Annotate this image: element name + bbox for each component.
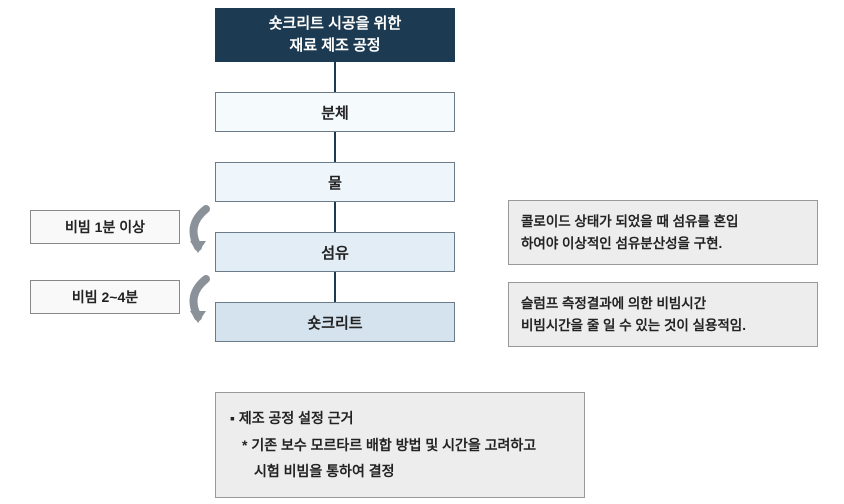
bottom-note: ▪ 제조 공정 설정 근거 * 기존 보수 모르타르 배합 방법 및 시간을 고… bbox=[215, 392, 585, 498]
step-box-4: 숏크리트 bbox=[215, 302, 455, 342]
flowchart-header: 숏크리트 시공을 위한 재료 제조 공정 bbox=[215, 8, 455, 62]
right-note-1-line2: 하여야 이상적인 섬유분산성을 구현. bbox=[521, 233, 805, 255]
curve-arrow-2 bbox=[178, 275, 218, 330]
right-note-2: 슬럼프 측정결과에 의한 비빔시간 비빔시간을 줄 일 수 있는 것이 실용적임… bbox=[508, 282, 818, 347]
header-line2: 재료 제조 공정 bbox=[289, 35, 380, 58]
curve-arrow-1 bbox=[178, 205, 218, 260]
left-note-1: 비빔 1분 이상 bbox=[30, 210, 180, 244]
header-line1: 숏크리트 시공을 위한 bbox=[269, 13, 402, 36]
left-note-2: 비빔 2~4분 bbox=[30, 280, 180, 314]
flowchart-column: 숏크리트 시공을 위한 재료 제조 공정 분체 물 섬유 숏크리트 bbox=[215, 8, 455, 342]
bottom-note-sub1: * 기존 보수 모르타르 배합 방법 및 시간을 고려하고 bbox=[242, 432, 570, 459]
bottom-note-sub2: 시험 비빔을 통하여 결정 bbox=[254, 458, 570, 485]
right-note-2-line1: 슬럼프 측정결과에 의한 비빔시간 bbox=[521, 293, 805, 315]
connector bbox=[334, 132, 336, 162]
right-note-1: 콜로이드 상태가 되었을 때 섬유를 혼입 하여야 이상적인 섬유분산성을 구현… bbox=[508, 200, 818, 265]
step-box-3: 섬유 bbox=[215, 232, 455, 272]
step-box-1: 분체 bbox=[215, 92, 455, 132]
bottom-note-title: ▪ 제조 공정 설정 근거 bbox=[230, 405, 570, 432]
connector bbox=[334, 272, 336, 302]
connector bbox=[334, 62, 336, 92]
right-note-1-line1: 콜로이드 상태가 되었을 때 섬유를 혼입 bbox=[521, 211, 805, 233]
connector bbox=[334, 202, 336, 232]
right-note-2-line2: 비빔시간을 줄 일 수 있는 것이 실용적임. bbox=[521, 315, 805, 337]
step-box-2: 물 bbox=[215, 162, 455, 202]
